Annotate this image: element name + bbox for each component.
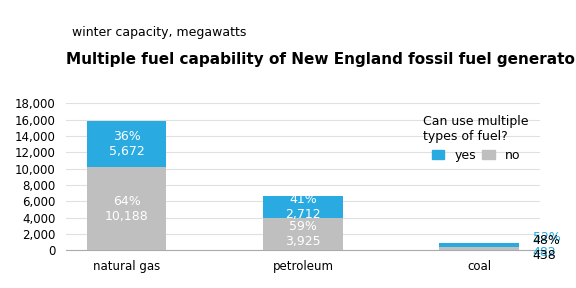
Legend: yes, no: yes, no — [418, 109, 534, 167]
Bar — [439, 243, 518, 247]
Bar — [263, 196, 343, 218]
Text: Multiple fuel capability of New England fossil fuel generators (Oct 2017): Multiple fuel capability of New England … — [66, 52, 576, 67]
Text: 41%
2,712: 41% 2,712 — [285, 193, 321, 221]
Text: 64%
10,188: 64% 10,188 — [105, 195, 149, 223]
Text: 52%
482: 52% 482 — [533, 231, 560, 259]
Text: 36%
5,672: 36% 5,672 — [109, 130, 145, 158]
Bar — [263, 218, 343, 250]
Text: 59%
3,925: 59% 3,925 — [285, 220, 321, 248]
Bar — [439, 247, 518, 250]
Text: 48%
438: 48% 438 — [533, 234, 560, 262]
Text: winter capacity, megawatts: winter capacity, megawatts — [72, 26, 247, 39]
Bar — [87, 167, 166, 250]
Bar — [87, 121, 166, 167]
